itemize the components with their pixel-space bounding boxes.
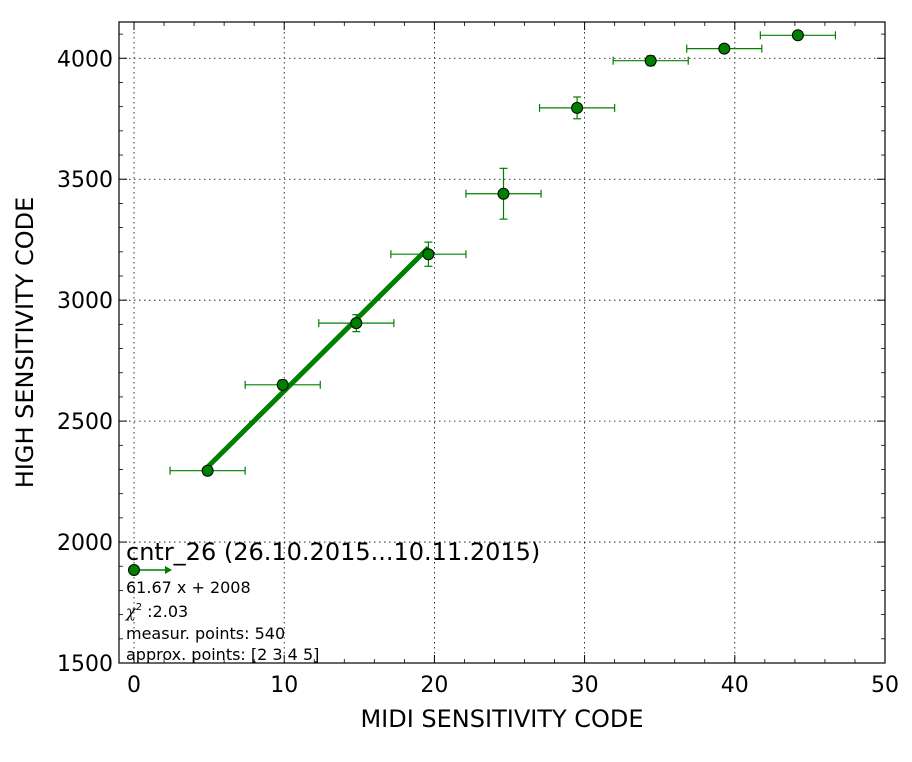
legend-equation: 61.67 x + 2008: [126, 578, 251, 597]
data-point: [318, 314, 395, 333]
fit-line-group: [205, 245, 431, 469]
marker: [571, 101, 584, 114]
x-tick-label: 30: [571, 673, 599, 698]
data-point: [169, 464, 246, 477]
grid: [119, 22, 885, 663]
legend-swatch-marker: [128, 564, 140, 576]
x-tick-label: 20: [420, 673, 448, 698]
data-point: [686, 42, 763, 55]
legend-measur-points: measur. points: 540: [126, 624, 285, 643]
x-tick-label: 0: [127, 673, 141, 698]
x-tick-label: 50: [871, 673, 899, 698]
x-tick-label: 10: [270, 673, 298, 698]
axis-ticks: 0 10 20 30 40 50 1500 2000 2500 3000 3500 4000: [57, 22, 899, 698]
data-point: [612, 54, 689, 67]
y-axis-label: HIGH SENSITIVITY CODE: [11, 197, 39, 489]
data-point: [538, 96, 616, 120]
marker: [791, 29, 804, 42]
plot-area: [118, 21, 886, 664]
y-tick-label: 2000: [57, 531, 113, 556]
chi-power: 2: [136, 602, 142, 613]
marker: [718, 42, 731, 55]
legend-approx-points: approx. points: [2 3 4 5]: [126, 645, 319, 664]
chi-value: :2.03: [142, 602, 188, 621]
data-point: [244, 378, 321, 391]
marker: [644, 54, 657, 67]
y-tick-label: 3000: [57, 289, 113, 314]
y-tick-label: 3500: [57, 168, 113, 193]
x-axis-label: MIDI SENSITIVITY CODE: [360, 705, 643, 733]
legend-swatch: [128, 564, 172, 576]
y-tick-label: 2500: [57, 410, 113, 435]
data-points: [169, 29, 837, 477]
marker: [497, 187, 510, 200]
y-tick-label: 4000: [57, 47, 113, 72]
chi-symbol: χ: [125, 602, 137, 621]
marker: [276, 378, 289, 391]
legend: cntr_26 (26.10.2015...10.11.2015) 61.67 …: [125, 538, 540, 664]
data-point: [390, 241, 467, 267]
legend-title: cntr_26 (26.10.2015...10.11.2015): [126, 538, 540, 566]
legend-chi-squared: χ2 :2.03: [125, 602, 188, 621]
marker: [350, 317, 363, 330]
legend-swatch-arrow: [165, 566, 172, 574]
data-point: [465, 167, 542, 220]
marker: [201, 464, 214, 477]
fit-line: [205, 245, 431, 469]
x-tick-label: 40: [721, 673, 749, 698]
marker: [422, 248, 435, 261]
y-tick-label: 1500: [57, 652, 113, 677]
data-point: [759, 29, 837, 42]
